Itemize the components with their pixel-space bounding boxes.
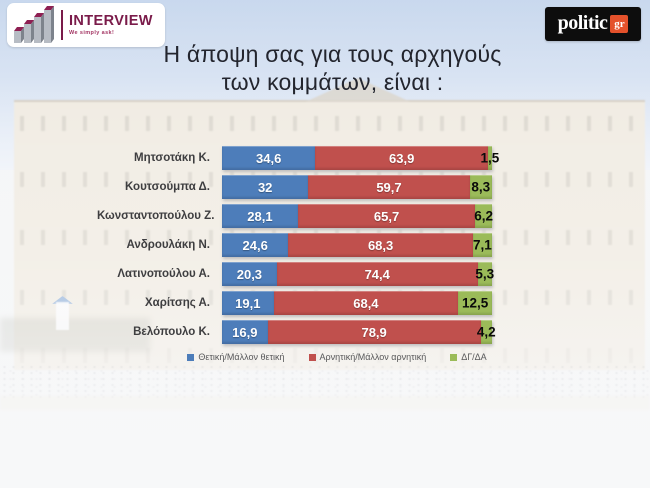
bar-segment-dk-da: 6,2 [474,204,493,228]
chart-row: Μητσοτάκη Κ. 34,6 63,9 1,5 [97,146,499,170]
chart-row: Λατινοπούλου Α. 20,3 74,4 5,3 [97,262,495,286]
value-label: 19,1 [235,295,261,311]
value-label: 12,5 [461,295,489,311]
category-label: Λατινοπούλου Α. [117,268,210,280]
value-label: 59,7 [376,179,402,195]
interview-logo-name: INTERVIEW [69,13,153,29]
value-label: 1,5 [480,150,500,166]
bar-segment-negative: 59,7 [308,175,470,199]
bar-segment-positive: 20,3 [222,262,277,286]
chart-row: Κωνσταντοπούλου Ζ. 28,1 65,7 6,2 [97,204,493,228]
chart-title-line1: Η άποψη σας για τους αρχηγούς [163,41,502,67]
chart-row: Χαρίτσης Α. 19,1 68,4 12,5 [97,291,492,315]
legend-item: Θετική/Μάλλον θετική [187,352,285,362]
chart-row: Βελόπουλο Κ. 16,9 78,9 4,2 [97,320,496,344]
bar-segment-dk-da: 4,2 [477,320,496,344]
bar-track: 34,6 63,9 1,5 [222,146,499,170]
bar-segment-negative: 63,9 [315,146,488,170]
chart-title: Η άποψη σας για τους αρχηγούς των κομμάτ… [70,40,595,96]
value-label: 6,2 [474,208,493,224]
category-label: Κουτσούμπα Δ. [125,181,210,193]
category-label: Κωνσταντοπούλου Ζ. [97,210,215,222]
value-label: 63,9 [389,150,415,166]
bar-segment-negative: 78,9 [267,320,481,344]
bar-segment-positive: 16,9 [222,320,268,344]
bar-segment-positive: 24,6 [222,233,289,257]
bar-track: 24,6 68,3 7,1 [222,233,492,257]
interview-logo-tagline: We simply ask! [69,30,115,36]
value-label: 7,1 [473,237,492,253]
chart-legend: Θετική/Μάλλον θετική Αρνητική/Μάλλον αρνη… [142,352,532,362]
bar-segment-positive: 32 [222,175,309,199]
bar-track: 28,1 65,7 6,2 [222,204,493,228]
bar-track: 19,1 68,4 12,5 [222,291,492,315]
legend-swatch [308,353,316,361]
bar-segment-negative: 74,4 [276,262,478,286]
politic-logo-gr-badge: gr [610,15,629,33]
legend-swatch [187,353,195,361]
bar-segment-negative: 68,3 [288,233,473,257]
politic-logo-name: politic [557,11,608,34]
bar-segment-positive: 28,1 [222,204,298,228]
legend-item: Αρνητική/Μάλλον αρνητική [308,352,427,362]
bar-segment-dk-da: 8,3 [469,175,492,199]
bar-track: 32 59,7 8,3 [222,175,492,199]
legend-label: Θετική/Μάλλον θετική [198,352,285,362]
bar-segment-positive: 19,1 [222,291,274,315]
value-label: 74,4 [364,266,390,282]
logo-divider [61,10,63,40]
legend-swatch [450,353,458,361]
value-label: 34,6 [256,150,282,166]
bar-segment-dk-da: 7,1 [472,233,492,257]
value-label: 8,3 [471,179,491,195]
interview-logo: INTERVIEW We simply ask! [7,3,165,47]
value-label: 4,2 [476,324,496,340]
value-label: 32 [257,179,273,195]
value-label: 65,7 [373,208,400,224]
bar-track: 16,9 78,9 4,2 [222,320,496,344]
bar-track: 20,3 74,4 5,3 [222,262,495,286]
legend-label: ΔΓ/ΔΑ [461,352,487,362]
legend-item: ΔΓ/ΔΑ [450,352,487,362]
interview-bars-icon [13,5,57,45]
bar-segment-dk-da: 12,5 [458,291,492,315]
value-label: 24,6 [242,237,268,253]
stacked-bar-chart: Μητσοτάκη Κ. 34,6 63,9 1,5 Κουτσούμπα Δ. 32 59… [97,146,499,349]
category-label: Βελόπουλο Κ. [133,326,210,338]
chart-row: Κουτσούμπα Δ. 32 59,7 8,3 [97,175,492,199]
value-label: 16,9 [232,324,258,340]
value-label: 68,3 [367,237,394,253]
bar-segment-negative: 65,7 [297,204,476,228]
value-label: 20,3 [236,266,263,282]
bar-segment-dk-da: 1,5 [481,146,499,170]
category-label: Μητσοτάκη Κ. [133,152,210,164]
value-label: 28,1 [247,208,273,224]
value-label: 78,9 [361,324,387,340]
value-label: 68,4 [353,295,379,311]
category-label: Χαρίτσης Α. [144,297,210,309]
value-label: 5,3 [475,266,495,282]
category-label: Ανδρουλάκη Ν. [126,239,210,251]
chart-title-line2: των κομμάτων, είναι : [221,69,444,95]
politic-logo: politic gr [545,7,641,41]
bar-segment-negative: 68,4 [273,291,459,315]
bar-segment-dk-da: 5,3 [475,262,495,286]
legend-label: Αρνητική/Μάλλον αρνητική [319,352,427,362]
chart-row: Ανδρουλάκη Ν. 24,6 68,3 7,1 [97,233,492,257]
bar-segment-positive: 34,6 [222,146,316,170]
